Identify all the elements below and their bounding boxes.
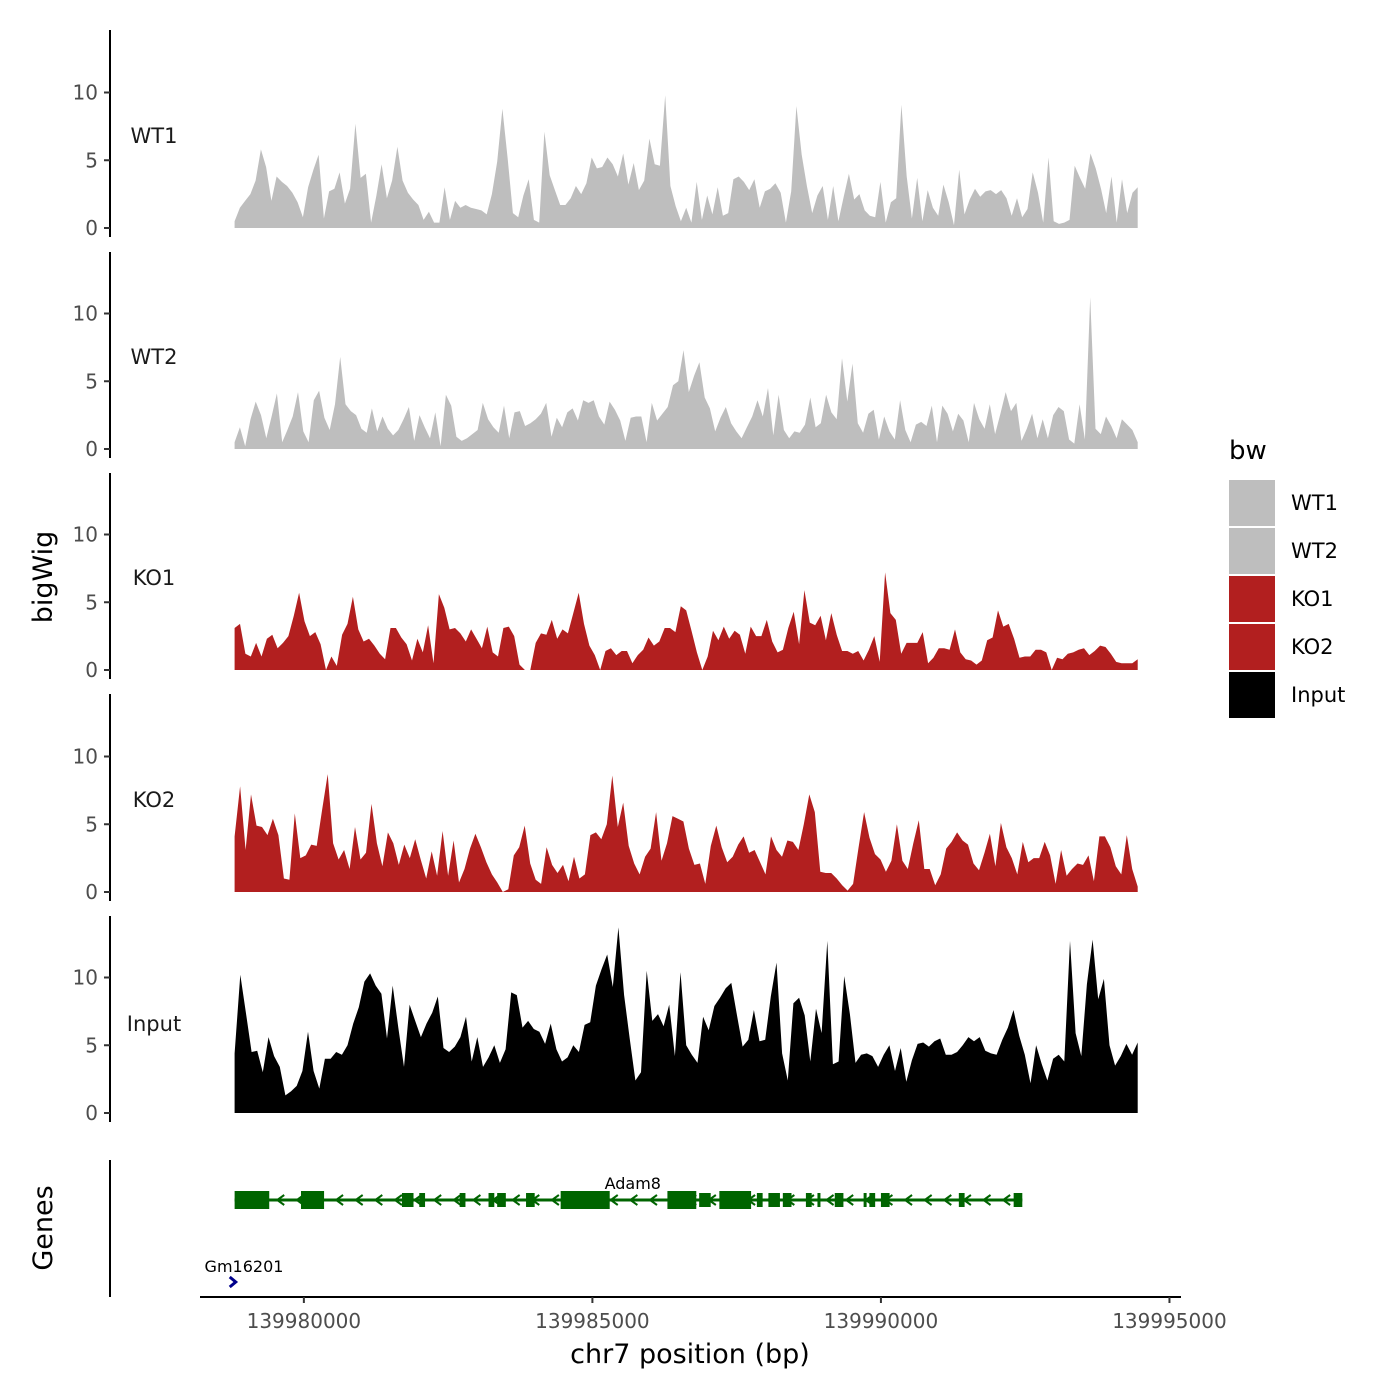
legend-label-ko1: KO1 <box>1291 587 1334 611</box>
strand-arrow-icon <box>432 1194 442 1206</box>
y-tick-label: 5 <box>85 1033 98 1057</box>
strand-arrow-icon <box>510 1194 521 1206</box>
legend-title: bw <box>1229 436 1267 466</box>
track-label-ko2: KO2 <box>133 788 176 812</box>
exon <box>497 1193 506 1207</box>
strand-arrow-icon <box>981 1194 992 1206</box>
exon <box>401 1193 414 1207</box>
exon <box>699 1193 711 1207</box>
exon <box>805 1193 812 1207</box>
strand-arrow-icon <box>471 1194 481 1206</box>
strand-arrow-icon <box>412 1194 423 1206</box>
strand-arrow-icon <box>942 1194 952 1206</box>
genes-layer: 139980000 139985000 139990000 139995000 Adam… <box>109 1160 1227 1333</box>
strand-arrow-icon <box>1001 1194 1011 1206</box>
coverage-area-input <box>234 927 1138 1113</box>
legend-swatch-wt2 <box>1229 528 1275 574</box>
exon <box>234 1191 270 1209</box>
exon <box>459 1193 466 1207</box>
legend: WT1 WT2 KO1 KO2 Input <box>1229 480 1345 718</box>
coverage-area-ko1 <box>234 572 1138 670</box>
exon <box>560 1191 610 1209</box>
axes-layer: 0 5 10 WT1 0 5 10 WT2 0 5 10 KO1 0 5 10 KO2 0 5 10 Input <box>73 30 181 1125</box>
exon <box>756 1193 763 1207</box>
exon <box>768 1193 780 1207</box>
track-label-input: Input <box>127 1012 181 1036</box>
x-tick-label: 139985000 <box>535 1309 650 1333</box>
genes-axis-title: Genes <box>28 1185 59 1270</box>
exon <box>300 1191 325 1209</box>
exon <box>488 1193 495 1207</box>
gene-label-gm16201: Gm16201 <box>205 1257 284 1276</box>
track-label-ko1: KO1 <box>133 566 176 590</box>
strand-arrow-icon <box>903 1194 913 1206</box>
tracks-layer <box>234 95 1138 1113</box>
legend-swatch-input <box>1229 672 1275 718</box>
exon <box>958 1193 965 1207</box>
strand-arrow-icon <box>609 1194 619 1206</box>
y-tick-label: 5 <box>85 590 98 614</box>
y-tick-label: 10 <box>73 966 98 990</box>
exon <box>869 1193 876 1207</box>
strand-arrow-icon <box>844 1194 854 1206</box>
coverage-area-wt2 <box>234 297 1138 449</box>
y-tick-label: 10 <box>73 81 98 105</box>
strand-arrow-icon <box>648 1194 658 1206</box>
track-label-wt1: WT1 <box>131 124 178 148</box>
legend-swatch-ko2 <box>1229 624 1275 670</box>
y-tick-label: 0 <box>85 658 98 682</box>
y-tick-label: 0 <box>85 880 98 904</box>
y-tick-label: 5 <box>85 148 98 172</box>
exon <box>782 1193 792 1207</box>
coverage-area-ko2 <box>234 774 1138 892</box>
x-tick-label: 139990000 <box>824 1309 939 1333</box>
strand-arrow-icon <box>334 1194 344 1206</box>
strand-arrow-icon <box>353 1194 364 1206</box>
strand-arrow-icon <box>275 1194 285 1206</box>
exon <box>880 1193 890 1207</box>
exon <box>526 1193 535 1207</box>
y-tick-label: 10 <box>73 302 98 326</box>
exon <box>419 1193 426 1207</box>
strand-arrow-icon <box>922 1194 933 1206</box>
exon <box>667 1191 697 1209</box>
strand-arrow-icon <box>550 1194 560 1206</box>
legend-swatch-wt1 <box>1229 480 1275 526</box>
exon <box>834 1193 844 1207</box>
x-tick-label: 139980000 <box>247 1309 362 1333</box>
strand-arrow-icon <box>393 1194 403 1206</box>
legend-swatch-ko1 <box>1229 576 1275 622</box>
y-tick-label: 0 <box>85 437 98 461</box>
strand-arrow-icon <box>824 1194 835 1206</box>
coverage-area-wt1 <box>234 95 1138 228</box>
track-label-wt2: WT2 <box>131 345 178 369</box>
y-tick-label: 0 <box>85 1101 98 1125</box>
gene-label-adam8: Adam8 <box>605 1174 661 1193</box>
exon <box>863 1193 867 1207</box>
legend-label-input: Input <box>1291 683 1345 707</box>
strand-arrow-icon <box>452 1194 462 1206</box>
legend-label-wt1: WT1 <box>1291 491 1338 515</box>
legend-label-ko2: KO2 <box>1291 635 1334 659</box>
y-tick-label: 0 <box>85 216 98 240</box>
strand-arrow-icon <box>373 1194 383 1206</box>
y-tick-label: 10 <box>73 745 98 769</box>
y-tick-label: 5 <box>85 812 98 836</box>
y-axis-title: bigWig <box>28 531 59 624</box>
y-tick-label: 10 <box>73 523 98 547</box>
y-tick-label: 5 <box>85 369 98 393</box>
legend-label-wt2: WT2 <box>1291 539 1338 563</box>
x-tick-label: 139995000 <box>1112 1309 1227 1333</box>
exon <box>817 1193 821 1207</box>
gene-arrow-gm16201-icon <box>228 1275 239 1289</box>
exon <box>1013 1193 1023 1207</box>
x-axis-title: chr7 position (bp) <box>570 1339 810 1370</box>
strand-arrow-icon <box>628 1194 638 1206</box>
exon <box>719 1191 752 1209</box>
